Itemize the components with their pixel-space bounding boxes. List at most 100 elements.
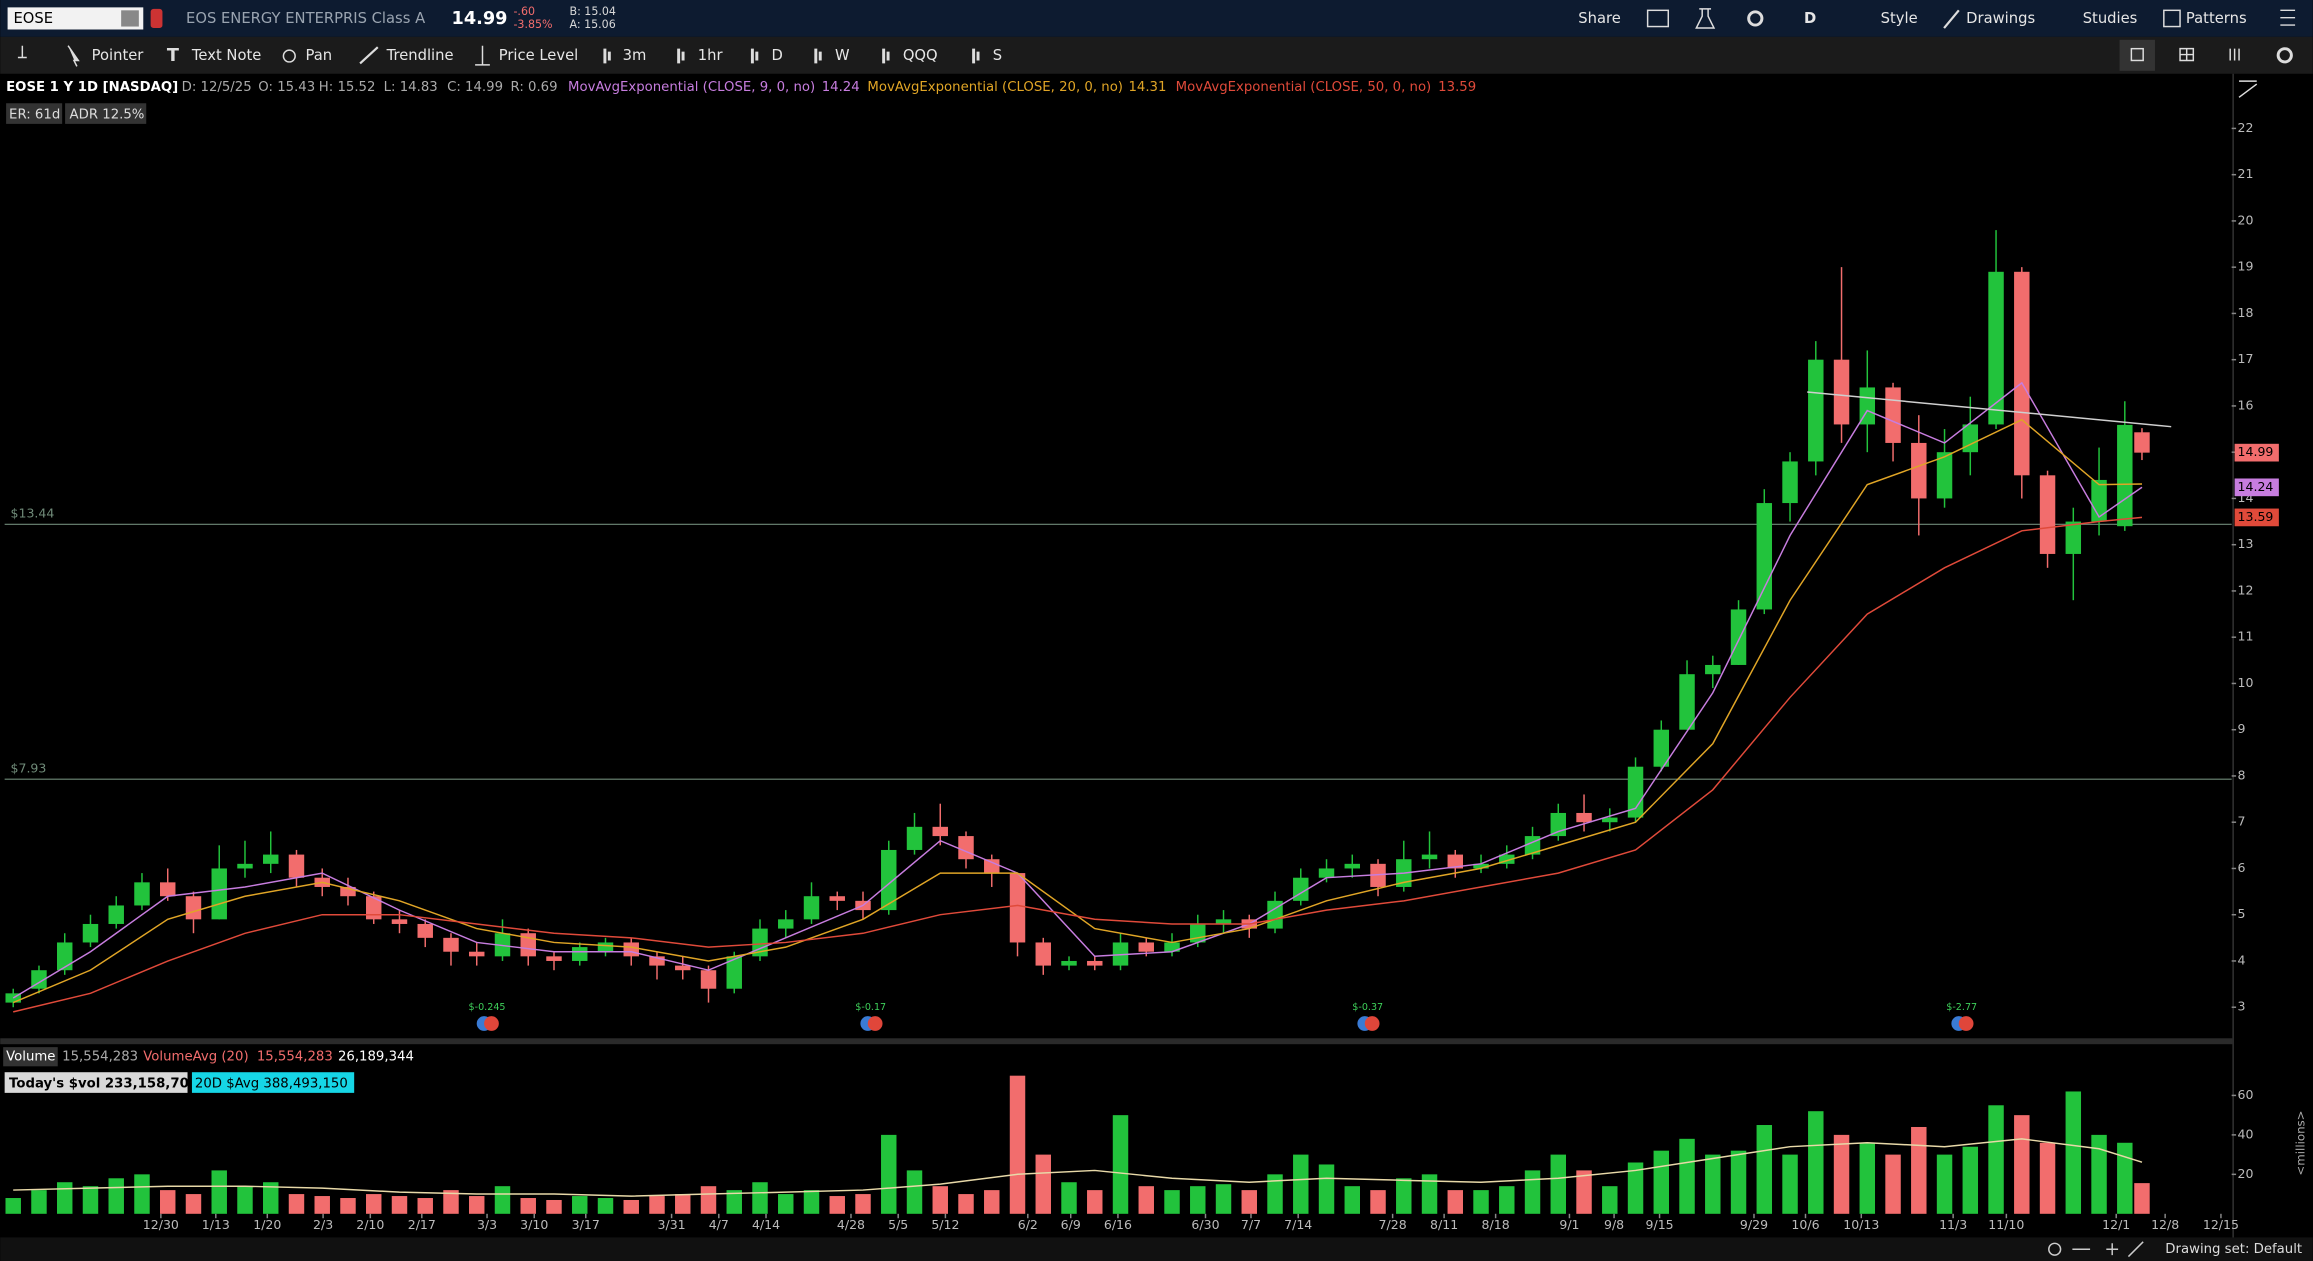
tool[interactable]: 3m bbox=[623, 47, 647, 64]
y-tick-label: 5 bbox=[2238, 906, 2246, 921]
patterns-button[interactable]: Patterns bbox=[2186, 10, 2247, 27]
text-icon[interactable]: T bbox=[167, 46, 179, 66]
settings-icon[interactable] bbox=[1747, 10, 1764, 27]
badge bbox=[4, 1072, 188, 1093]
y-tick-label: 22 bbox=[2238, 120, 2254, 135]
volume-bar bbox=[2091, 1134, 2107, 1214]
tool[interactable]: D bbox=[772, 47, 783, 64]
bars-icon[interactable] bbox=[2229, 48, 2240, 61]
x-tick-label: 11/3 bbox=[1939, 1217, 1967, 1232]
candle-body bbox=[1756, 503, 1773, 610]
y-tick-label: 7 bbox=[2238, 814, 2246, 829]
symbol[interactable]: EOSE bbox=[13, 10, 53, 27]
volume-bar bbox=[546, 1199, 562, 1214]
tool[interactable]: Text Note bbox=[191, 47, 261, 64]
status-icons[interactable] bbox=[2072, 1241, 2144, 1258]
volume-bar bbox=[469, 1196, 485, 1214]
candle-body bbox=[1318, 868, 1335, 878]
volume-bar bbox=[82, 1186, 99, 1214]
tool[interactable]: W bbox=[835, 47, 850, 64]
y-tick-label: 11 bbox=[2238, 629, 2254, 644]
chart-info: D: 12/5/25 bbox=[182, 80, 252, 95]
tool[interactable]: Price Level bbox=[499, 47, 579, 64]
pointer-icon[interactable] bbox=[67, 45, 80, 67]
trendline-icon[interactable] bbox=[359, 46, 379, 65]
tool[interactable]: QQQ bbox=[903, 47, 938, 64]
earnings-label: $-2.77 bbox=[1946, 1002, 1977, 1013]
x-tick-label: 6/16 bbox=[1104, 1217, 1132, 1232]
pin-icon[interactable] bbox=[17, 45, 27, 59]
volume-bar bbox=[443, 1190, 459, 1214]
volume-bar bbox=[984, 1190, 1000, 1214]
dollar-volume: Today's $vol 233,158,702 bbox=[9, 1076, 198, 1091]
volume-bar bbox=[1241, 1190, 1257, 1214]
y-tick-label: 4 bbox=[2238, 952, 2246, 967]
volume-bar bbox=[340, 1198, 356, 1214]
drawings-button[interactable]: Drawings bbox=[1966, 10, 2035, 27]
drawings-icon[interactable] bbox=[1943, 9, 1960, 29]
x-tick-label: 2/17 bbox=[408, 1217, 436, 1232]
x-tick-label: 12/15 bbox=[2203, 1217, 2239, 1232]
tool[interactable]: Pointer bbox=[92, 47, 145, 64]
x-tick-label: 9/15 bbox=[1646, 1217, 1674, 1232]
y-tick-label: 21 bbox=[2238, 166, 2254, 181]
candle-body bbox=[237, 863, 253, 869]
symbol-input[interactable] bbox=[7, 7, 144, 30]
volume-avg-value: 26,189,344 bbox=[338, 1050, 414, 1065]
settings-icon[interactable] bbox=[2276, 47, 2293, 64]
share-button[interactable]: Share bbox=[1578, 10, 1621, 27]
chart-info: EOSE 1 Y 1D [NASDAQ] bbox=[6, 80, 178, 95]
volume-bar bbox=[726, 1190, 742, 1214]
volume-bar bbox=[1035, 1154, 1051, 1214]
calendar-icon[interactable] bbox=[1646, 9, 1670, 28]
dropdown[interactable] bbox=[121, 10, 139, 27]
chart-info: R: 0.69 bbox=[511, 80, 558, 95]
x-tick-label: 2/3 bbox=[313, 1217, 333, 1232]
y-tick-label: 17 bbox=[2238, 351, 2254, 366]
x-tick-label: 12/1 bbox=[2102, 1217, 2130, 1232]
candle-body bbox=[700, 970, 717, 989]
layout-button[interactable] bbox=[2119, 39, 2155, 71]
candle-body bbox=[263, 854, 279, 864]
x-tick-label: 7/28 bbox=[1379, 1217, 1407, 1232]
candle-body bbox=[752, 928, 768, 957]
menu-icon[interactable] bbox=[2280, 9, 2296, 26]
volume-bar bbox=[1602, 1186, 1618, 1214]
badge bbox=[65, 103, 147, 124]
volume-bar bbox=[855, 1194, 871, 1214]
alert-icon[interactable] bbox=[150, 8, 163, 29]
tool[interactable]: Pan bbox=[306, 47, 333, 64]
price-tag-label: 14.24 bbox=[2238, 479, 2274, 494]
price-level-label: $13.44 bbox=[11, 506, 55, 521]
tool[interactable]: Trendline bbox=[386, 47, 454, 64]
candle-body bbox=[623, 942, 639, 957]
volume-bar bbox=[906, 1170, 923, 1214]
aggregation-button[interactable]: D bbox=[1804, 10, 1816, 27]
volume-bar bbox=[1859, 1142, 1876, 1214]
volume-bar bbox=[108, 1178, 124, 1214]
x-tick-label: 8/11 bbox=[1430, 1217, 1458, 1232]
zoom-icon[interactable] bbox=[2048, 1242, 2062, 1256]
volume-y-tick-label: 40 bbox=[2238, 1126, 2254, 1141]
volume-bar bbox=[391, 1196, 408, 1214]
candle-body bbox=[881, 849, 897, 911]
tool[interactable]: S bbox=[993, 47, 1002, 64]
status-bar bbox=[0, 1237, 2313, 1261]
price-level-icon[interactable] bbox=[475, 45, 490, 66]
studies-button[interactable]: Studies bbox=[2083, 10, 2138, 27]
volume-bar bbox=[1679, 1138, 1695, 1214]
drawing-tool-icon[interactable] bbox=[2238, 80, 2258, 98]
flask-icon[interactable] bbox=[1695, 8, 1716, 29]
candle-body bbox=[443, 937, 459, 952]
patterns-icon[interactable] bbox=[2163, 9, 2181, 28]
grid-icon[interactable] bbox=[2179, 47, 2195, 62]
pan-icon[interactable] bbox=[282, 49, 296, 63]
volume-bar bbox=[185, 1194, 202, 1214]
candle-body bbox=[1447, 854, 1464, 869]
style-button[interactable]: Style bbox=[1881, 10, 1918, 27]
tool[interactable]: 1hr bbox=[698, 47, 724, 64]
y-tick-label: 3 bbox=[2238, 999, 2246, 1014]
candle-body bbox=[288, 854, 305, 878]
dollar-volume-avg: 20D $Avg 388,493,150 bbox=[195, 1076, 348, 1091]
